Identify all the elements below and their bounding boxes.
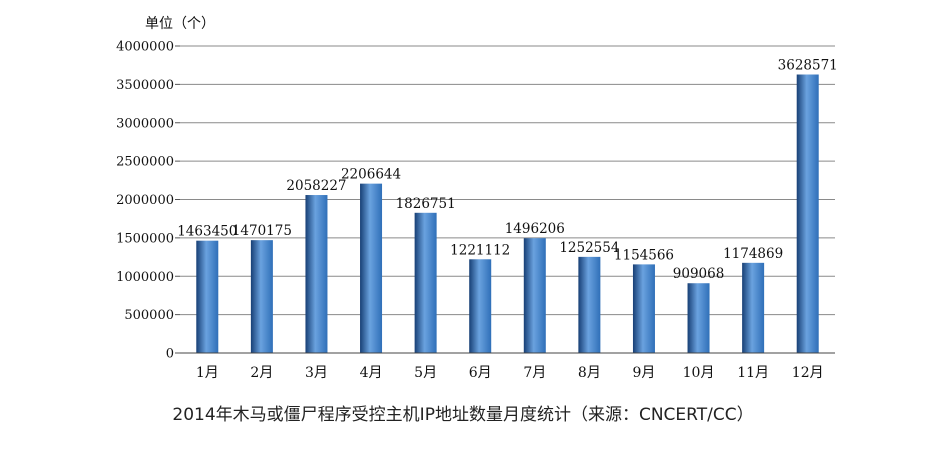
data-label-1: 1463450 (177, 224, 237, 240)
bar-4 (360, 183, 383, 353)
bar-12 (796, 74, 819, 354)
chart-caption: 2014年木马或僵尸程序受控主机IP地址数量月度统计（来源：CNCERT/CC） (172, 405, 753, 425)
y-tick-label: 3500000 (116, 78, 174, 93)
bar-6 (469, 259, 492, 353)
bar-5 (414, 212, 437, 353)
x-tick-label-1: 1月 (196, 365, 219, 381)
x-tick-label-8: 8月 (578, 365, 601, 381)
data-label-5: 1826751 (396, 196, 456, 212)
y-tick-label: 2500000 (116, 155, 174, 170)
y-tick-label: 1500000 (116, 231, 174, 246)
y-tick-label: 4000000 (116, 40, 174, 55)
bar-9 (632, 264, 655, 353)
data-label-8: 1252554 (559, 240, 619, 256)
x-tick-label-12: 12月 (792, 365, 824, 381)
x-tick-label-3: 3月 (305, 365, 328, 381)
bars (196, 74, 819, 354)
y-tick-label: 500000 (124, 308, 174, 323)
data-label-3: 2058227 (286, 178, 346, 194)
x-tick-label-6: 6月 (469, 365, 492, 381)
x-tick-label-2: 2月 (250, 365, 273, 381)
bar-10 (687, 283, 710, 353)
data-label-2: 1470175 (232, 223, 292, 239)
data-label-7: 1496206 (505, 221, 565, 237)
y-tick-label: 0 (166, 347, 174, 362)
x-tick-label-11: 11月 (737, 365, 769, 381)
data-label-10: 909068 (673, 266, 725, 282)
bar-3 (305, 195, 328, 353)
x-axis-ticks: 1月 2月 3月 4月 5月 6月 7月 8月 9月 10月 11月 12月 (196, 365, 824, 381)
data-label-6: 1221112 (450, 242, 510, 258)
bar-7 (523, 238, 546, 353)
bar-11 (742, 262, 765, 353)
x-tick-label-10: 10月 (683, 365, 715, 381)
bar-1 (196, 240, 219, 353)
data-label-12: 3628571 (778, 58, 838, 74)
gridlines (180, 45, 835, 316)
x-tick-label-7: 7月 (523, 365, 546, 381)
bar-2 (250, 240, 273, 353)
y-axis-ticks: 0 500000 1000000 1500000 2000000 2500000 30000… (116, 40, 180, 362)
data-label-9: 1154566 (614, 247, 674, 263)
y-tick-label: 2000000 (116, 193, 174, 208)
y-tick-label: 3000000 (116, 116, 174, 131)
y-tick-label: 1000000 (116, 270, 174, 285)
data-label-4: 2206644 (341, 167, 401, 183)
x-tick-label-9: 9月 (632, 365, 655, 381)
bar-8 (578, 256, 601, 353)
data-label-11: 1174869 (723, 246, 783, 262)
x-tick-label-5: 5月 (414, 365, 437, 381)
y-axis-unit-label: 单位（个） (145, 16, 215, 32)
x-tick-label-4: 4月 (360, 365, 383, 381)
